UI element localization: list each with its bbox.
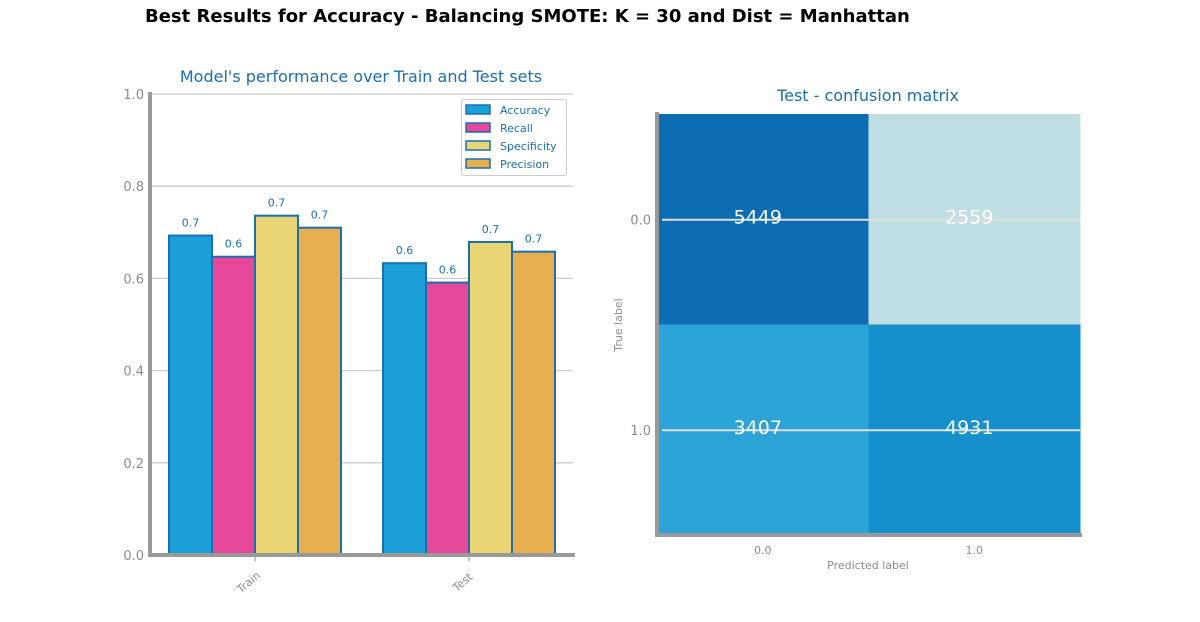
data-label: 0.7 (311, 209, 329, 222)
bar-precision-train (297, 226, 342, 556)
bar-accuracy-test (382, 262, 427, 556)
bar-specificity-test (468, 240, 513, 557)
cm-y-tick-label: 1.0 (630, 424, 651, 439)
cm-cell-value: 3407 (734, 417, 782, 439)
data-label: 0.7 (268, 197, 286, 210)
legend-swatch-recall (465, 122, 491, 133)
bar-recall-train (211, 255, 256, 556)
data-label: 0.6 (225, 238, 243, 251)
cm-y-tick-label: 0.0 (630, 213, 651, 228)
x-tick-label: Test (450, 570, 476, 595)
y-tick-label: 0.6 (123, 272, 144, 287)
y-tick-label: 0.2 (123, 457, 144, 472)
bar-accuracy-train (168, 234, 213, 556)
legend-label-specificity: Specificity (500, 140, 557, 153)
bar-precision-test (511, 250, 556, 557)
legend-label-accuracy: Accuracy (500, 104, 551, 117)
legend-label-recall: Recall (500, 122, 533, 135)
figure-title: Best Results for Accuracy - Balancing SM… (145, 6, 910, 27)
x-tick-label: Train (234, 569, 263, 597)
bar-chart-title: Model's performance over Train and Test … (180, 67, 542, 86)
y-tick-label: 0.0 (123, 549, 144, 564)
y-tick-label: 0.4 (123, 365, 144, 380)
data-label: 0.7 (482, 223, 500, 236)
cm-x-tick-label: 1.0 (966, 544, 984, 557)
cm-title: Test - confusion matrix (776, 86, 959, 105)
confusion-matrix: Test - confusion matrix 5449 2559 3407 4931 0… (612, 86, 1082, 572)
data-label: 0.7 (525, 233, 543, 246)
cm-cell-value: 4931 (945, 417, 993, 439)
data-label: 0.7 (182, 217, 200, 230)
y-tick-label: 1.0 (123, 88, 144, 103)
legend-swatch-accuracy (465, 104, 491, 115)
cm-cell-value: 2559 (945, 206, 993, 228)
cm-y-axis-label: True label (612, 298, 625, 352)
bar-chart: Model's performance over Train and Test … (123, 67, 575, 596)
legend-swatch-specificity (465, 140, 491, 151)
cm-x-axis-label: Predicted label (827, 559, 909, 572)
cm-x-tick-label: 0.0 (754, 544, 772, 557)
bar-specificity-train (254, 214, 299, 556)
data-label: 0.6 (396, 244, 414, 257)
legend-box (461, 99, 567, 176)
legend-label-precision: Precision (500, 158, 549, 171)
y-tick-label: 0.8 (123, 180, 144, 195)
legend-swatch-precision (465, 158, 491, 169)
cm-cell-value: 5449 (734, 206, 782, 228)
bar-recall-test (425, 281, 470, 556)
data-label: 0.6 (439, 264, 457, 277)
legend: Accuracy Recall Specificity Precision (461, 99, 567, 176)
